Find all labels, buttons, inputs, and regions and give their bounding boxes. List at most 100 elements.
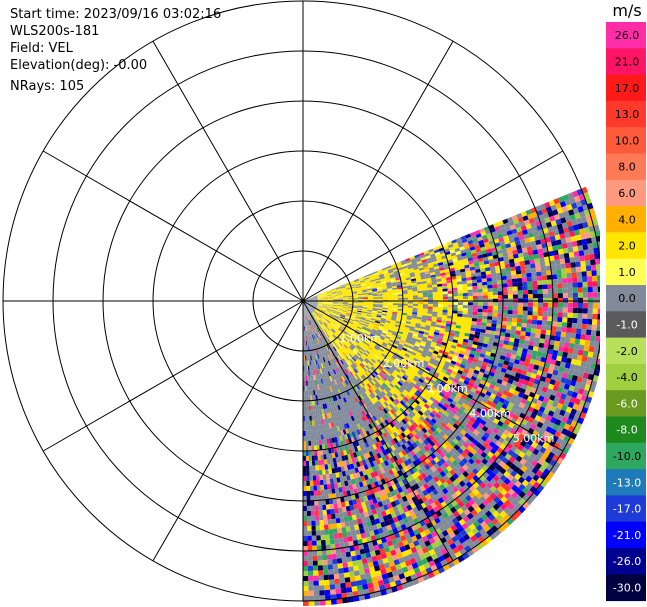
velocity-cell <box>328 354 333 360</box>
velocity-cell <box>353 361 359 367</box>
velocity-cell <box>313 311 317 316</box>
velocity-cell <box>389 339 395 344</box>
velocity-cell <box>356 384 361 390</box>
velocity-cell <box>308 370 310 376</box>
velocity-cell <box>337 399 342 405</box>
velocity-cell <box>417 303 423 307</box>
velocity-cell <box>309 308 313 313</box>
velocity-cell <box>355 281 361 285</box>
velocity-cell <box>367 289 373 292</box>
velocity-cell <box>303 336 305 341</box>
velocity-cell <box>368 346 373 351</box>
velocity-cell <box>344 396 349 402</box>
velocity-cell <box>403 389 409 395</box>
velocity-cell <box>390 348 396 353</box>
velocity-cell <box>336 361 341 367</box>
velocity-cell <box>352 349 357 355</box>
velocity-cell <box>340 325 345 330</box>
velocity-cell <box>388 298 393 300</box>
velocity-cell <box>312 303 318 306</box>
velocity-cell <box>361 410 366 417</box>
velocity-cell <box>369 367 375 372</box>
velocity-cell <box>381 284 387 287</box>
velocity-cell <box>352 356 358 361</box>
velocity-cell <box>348 302 353 304</box>
velocity-cell <box>348 299 353 301</box>
velocity-cell <box>386 405 392 411</box>
velocity-cell <box>331 369 335 375</box>
velocity-cell <box>363 352 369 357</box>
velocity-cell <box>308 450 312 456</box>
velocity-cell <box>372 297 378 299</box>
velocity-cell <box>415 277 422 281</box>
velocity-cell <box>328 349 332 355</box>
velocity-cell <box>512 306 518 311</box>
velocity-cell <box>303 301 308 303</box>
velocity-cell <box>467 295 473 300</box>
velocity-cell <box>367 338 373 343</box>
velocity-cell <box>317 305 323 308</box>
velocity-cell <box>303 531 308 536</box>
velocity-cell <box>365 317 371 320</box>
velocity-cell <box>332 327 337 332</box>
velocity-cell <box>317 409 321 415</box>
velocity-cell <box>392 379 398 385</box>
velocity-cell <box>399 400 406 406</box>
velocity-cell <box>308 445 312 451</box>
velocity-cell <box>352 296 358 298</box>
velocity-cell <box>335 362 340 368</box>
velocity-cell <box>421 315 428 319</box>
velocity-cell <box>336 350 341 355</box>
velocity-cell <box>317 495 322 501</box>
velocity-cell <box>418 265 424 269</box>
velocity-cell <box>312 298 318 300</box>
velocity-cell <box>308 360 311 366</box>
velocity-cell <box>374 322 380 325</box>
velocity-cell <box>307 325 310 331</box>
velocity-cell <box>472 286 478 290</box>
velocity-cell <box>312 302 318 305</box>
velocity-cell <box>537 307 543 312</box>
velocity-cell <box>378 357 384 363</box>
velocity-cell <box>327 294 333 297</box>
velocity-cell <box>359 411 364 418</box>
velocity-cell <box>332 298 338 300</box>
velocity-cell <box>346 406 351 412</box>
velocity-cell <box>444 331 450 336</box>
velocity-cell <box>395 277 401 281</box>
velocity-cell <box>306 400 309 406</box>
velocity-cell <box>389 337 396 342</box>
velocity-cell <box>315 309 320 313</box>
velocity-cell <box>367 407 372 413</box>
velocity-cell <box>342 429 347 435</box>
velocity-cell <box>414 391 420 398</box>
velocity-cell <box>426 257 432 262</box>
velocity-cell <box>317 455 321 461</box>
velocity-cell <box>356 429 361 436</box>
velocity-cell <box>311 530 317 536</box>
velocity-cell <box>412 347 419 352</box>
velocity-cell <box>325 310 331 314</box>
velocity-cell <box>304 330 306 336</box>
velocity-cell <box>338 377 342 383</box>
velocity-cell <box>354 402 359 409</box>
velocity-cell <box>343 374 348 380</box>
velocity-cell <box>344 418 348 424</box>
velocity-cell <box>329 342 333 348</box>
velocity-cell <box>305 440 309 446</box>
velocity-cell <box>324 328 328 333</box>
velocity-cell <box>337 296 343 298</box>
velocity-cell <box>432 291 438 295</box>
velocity-cell <box>430 367 437 372</box>
velocity-cell <box>451 281 458 286</box>
velocity-cell <box>363 299 368 301</box>
velocity-cell <box>366 401 372 407</box>
velocity-cell <box>307 299 313 301</box>
velocity-cell <box>372 338 378 343</box>
velocity-cell <box>341 376 345 382</box>
velocity-cell <box>341 419 346 425</box>
velocity-cell <box>329 407 333 413</box>
velocity-cell <box>407 263 413 268</box>
velocity-cell <box>427 289 433 293</box>
velocity-cell <box>411 280 417 284</box>
